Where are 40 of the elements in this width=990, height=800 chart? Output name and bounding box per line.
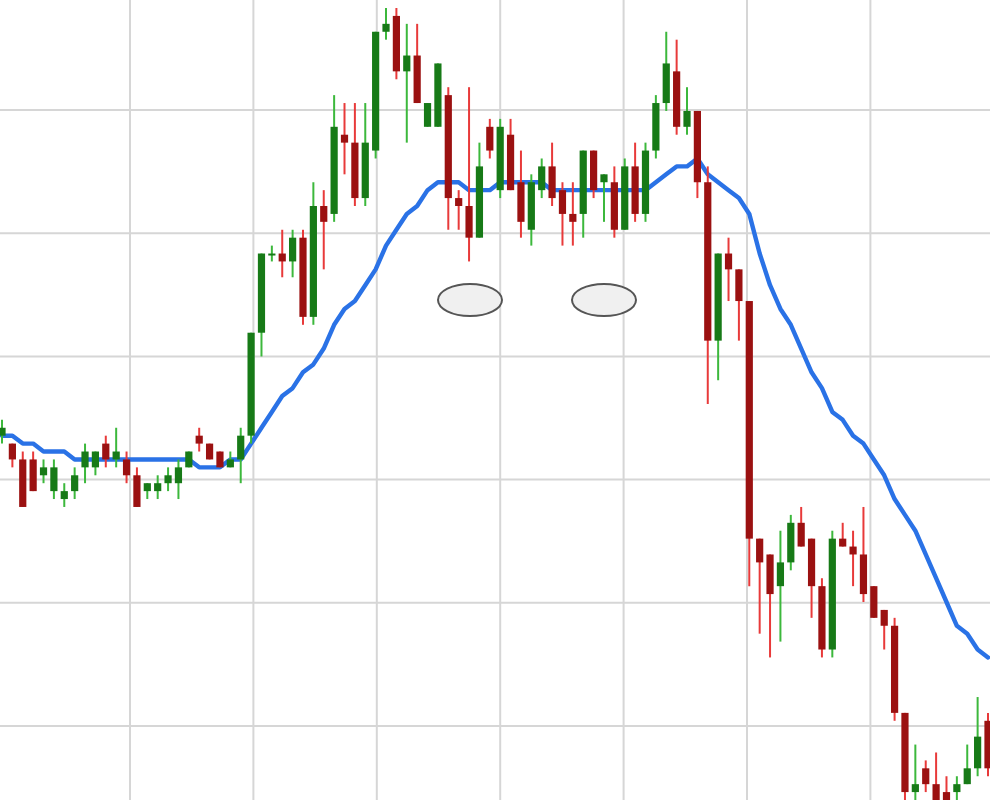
- candlestick: [600, 173, 608, 223]
- candlestick: [652, 94, 660, 160]
- candlestick: [922, 759, 930, 794]
- candlestick: [465, 86, 473, 263]
- candlestick: [776, 529, 785, 643]
- candlestick: [953, 775, 961, 800]
- candlestick: [787, 513, 795, 572]
- candlestick: [237, 426, 245, 485]
- candlestick: [133, 466, 141, 508]
- candlestick: [60, 482, 68, 508]
- candlestick: [911, 743, 919, 800]
- candlestick: [340, 102, 349, 176]
- candlestick: [724, 236, 733, 303]
- candlestick: [102, 434, 110, 469]
- candlestick: [963, 743, 971, 786]
- candlestick: [590, 149, 598, 200]
- candlestick: [880, 608, 888, 651]
- candlestick: [382, 7, 390, 41]
- candlestick: [403, 22, 411, 144]
- candlestick: [486, 117, 494, 160]
- candlestick: [122, 450, 131, 485]
- candlestick: [413, 22, 421, 105]
- candlestick: [839, 521, 847, 548]
- candlestick: [683, 86, 691, 136]
- candlestick: [455, 189, 463, 231]
- candlestick: [195, 426, 203, 453]
- candlestick: [19, 450, 27, 508]
- candlestick: [662, 30, 670, 112]
- candlestick: [320, 189, 328, 271]
- candlestick: [849, 529, 857, 588]
- candlestick: [735, 268, 743, 342]
- candlestick: [29, 450, 37, 493]
- candlestick: [289, 228, 297, 279]
- candlestick: [569, 181, 577, 247]
- candlestick: [974, 696, 982, 778]
- candlestick: [610, 165, 618, 239]
- candlestick: [71, 466, 79, 501]
- candlestick: [631, 141, 639, 223]
- candlestick: [0, 418, 6, 445]
- candlestick: [984, 711, 990, 778]
